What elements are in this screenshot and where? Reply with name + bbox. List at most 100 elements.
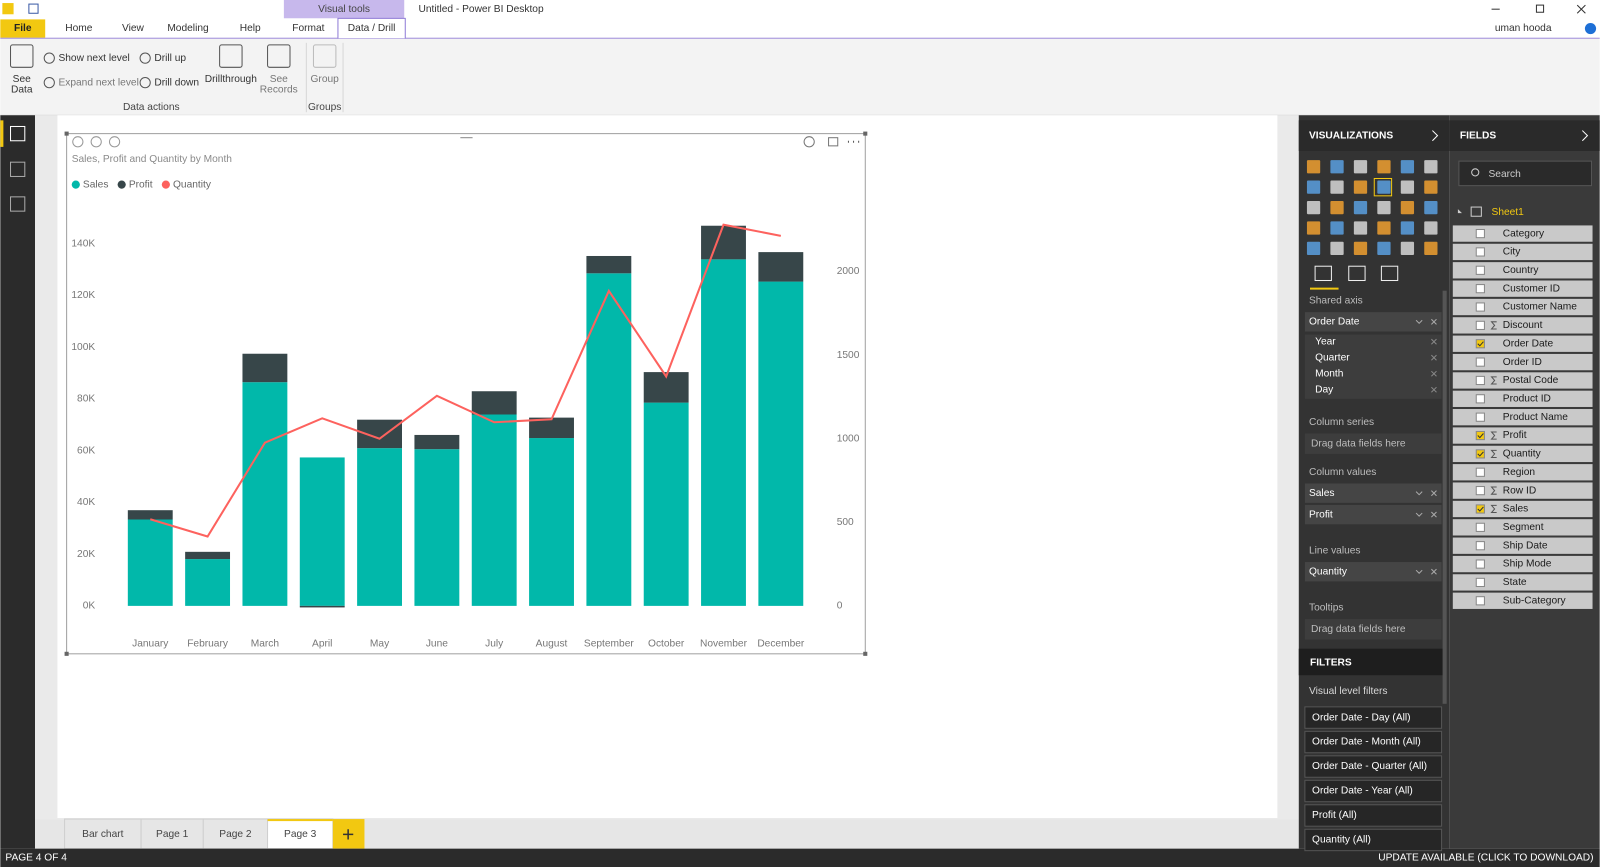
well-field-menu[interactable] <box>1415 491 1423 496</box>
ribbon-button[interactable]: Expand next level <box>58 77 138 88</box>
search-placeholder[interactable]: Search <box>1488 169 1520 180</box>
viz-icon[interactable] <box>1400 180 1415 194</box>
field-checkbox[interactable] <box>1475 247 1485 257</box>
hierarchy-remove[interactable] <box>1431 338 1437 345</box>
well-field-remove[interactable] <box>1431 490 1437 497</box>
well-field-menu[interactable] <box>1415 319 1423 325</box>
field-row[interactable] <box>1452 555 1593 573</box>
ribbon-tab[interactable]: View <box>122 23 145 34</box>
viz-icon[interactable] <box>1306 241 1321 255</box>
viz-icon[interactable] <box>1330 200 1344 215</box>
viz-icon[interactable] <box>1353 200 1368 215</box>
ribbon-tab[interactable]: Modeling <box>167 23 209 34</box>
field-name[interactable]: State <box>1503 577 1527 588</box>
field-row[interactable] <box>1452 519 1593 536</box>
field-name[interactable]: Product Name <box>1503 412 1568 423</box>
field-row[interactable] <box>1452 280 1593 297</box>
field-name[interactable]: Sub-Category <box>1503 595 1567 606</box>
field-checkbox[interactable] <box>1475 467 1485 477</box>
viz-icon[interactable] <box>1377 241 1391 255</box>
field-name[interactable]: Customer ID <box>1503 283 1560 294</box>
field-row[interactable] <box>1452 262 1593 279</box>
field-row[interactable] <box>1452 592 1593 609</box>
visual-header-icon[interactable] <box>803 136 815 148</box>
field-row[interactable] <box>1452 427 1593 444</box>
ribbon-button[interactable]: Drillthrough <box>205 74 257 85</box>
field-checkbox[interactable] <box>1475 339 1485 349</box>
nav-icon[interactable] <box>10 196 26 212</box>
filter-name[interactable]: Order Date - Year (All) <box>1312 786 1413 797</box>
field-checkbox[interactable] <box>1475 228 1485 239</box>
collapse[interactable] <box>1432 130 1439 142</box>
field-checkbox[interactable] <box>1475 412 1485 422</box>
ribbon-tab[interactable]: Home <box>65 23 93 34</box>
field-checkbox[interactable] <box>1475 596 1485 606</box>
filter-card[interactable] <box>1304 730 1443 754</box>
viz-icon[interactable] <box>1353 241 1368 255</box>
filter-name[interactable]: Order Date - Day (All) <box>1312 712 1410 723</box>
hierarchy-remove[interactable] <box>1431 354 1437 361</box>
ribbon-button[interactable]: Group <box>311 74 340 85</box>
field-row[interactable] <box>1452 445 1593 463</box>
viz-icon[interactable] <box>1377 160 1391 174</box>
field-checkbox[interactable] <box>1475 504 1485 514</box>
well-field[interactable] <box>1304 562 1442 582</box>
field-checkbox[interactable] <box>1475 430 1485 441</box>
hierarchy-level[interactable]: Day <box>1315 384 1334 395</box>
viz-icon[interactable] <box>1353 180 1368 194</box>
table-name[interactable]: Sheet1 <box>1492 207 1525 218</box>
well-field-menu[interactable] <box>1415 512 1423 517</box>
viz-icon[interactable] <box>1353 160 1368 174</box>
viz-icon[interactable] <box>1400 241 1415 255</box>
hierarchy-level[interactable]: Month <box>1315 368 1343 379</box>
filter-name[interactable]: Order Date - Quarter (All) <box>1312 761 1427 772</box>
filter-name[interactable]: Quantity (All) <box>1312 835 1371 846</box>
viz-icon[interactable] <box>1330 221 1344 235</box>
field-row[interactable] <box>1452 574 1593 591</box>
field-name[interactable]: Order ID <box>1503 357 1542 368</box>
field-checkbox[interactable] <box>1475 284 1485 294</box>
filter-card[interactable] <box>1304 828 1443 852</box>
field-name[interactable]: Product ID <box>1503 394 1551 405</box>
viz-icon[interactable] <box>1424 241 1438 255</box>
filter-card[interactable] <box>1304 706 1443 729</box>
ribbon-button[interactable]: See <box>270 74 288 85</box>
field-row[interactable] <box>1452 500 1593 518</box>
field-checkbox[interactable] <box>1475 320 1485 330</box>
viz-icon[interactable] <box>1424 200 1438 215</box>
well-field-name[interactable]: Order Date <box>1309 316 1360 327</box>
page-tab-label[interactable]: Page 2 <box>219 829 252 840</box>
field-name[interactable]: City <box>1503 247 1521 258</box>
ribbon-button[interactable]: See <box>13 74 31 85</box>
field-name[interactable]: Customer Name <box>1503 302 1577 313</box>
well-field-menu[interactable] <box>1415 569 1423 574</box>
field-name[interactable]: Segment <box>1503 522 1544 533</box>
field-name[interactable]: Postal Code <box>1503 375 1559 386</box>
field-checkbox[interactable] <box>1475 302 1485 312</box>
viz-icon[interactable] <box>1330 241 1344 255</box>
field-checkbox[interactable] <box>1475 522 1485 532</box>
filter-card[interactable] <box>1304 779 1443 803</box>
field-name[interactable]: Discount <box>1503 320 1543 331</box>
field-name[interactable]: Ship Date <box>1503 540 1548 551</box>
page-tab[interactable] <box>202 818 269 850</box>
ribbon-button[interactable]: Drill down <box>154 77 199 88</box>
nav-icon[interactable] <box>10 125 26 142</box>
search-box[interactable] <box>1458 160 1593 187</box>
field-row[interactable] <box>1452 409 1593 426</box>
field-row[interactable] <box>1452 243 1593 261</box>
viz-icon[interactable] <box>1353 221 1368 235</box>
filter-card[interactable] <box>1304 804 1443 827</box>
ribbon-button[interactable]: Drill up <box>154 53 186 64</box>
field-name[interactable]: Order Date <box>1503 338 1554 349</box>
drop-zone[interactable] <box>1304 433 1442 454</box>
viz-icon[interactable] <box>1400 221 1415 235</box>
page-tab-label[interactable]: Page 1 <box>156 829 189 840</box>
viz-icon[interactable] <box>1377 221 1391 235</box>
viz-icon[interactable] <box>1306 200 1321 215</box>
viz-icon[interactable] <box>1306 221 1321 235</box>
hierarchy-remove[interactable] <box>1431 386 1437 393</box>
hierarchy-remove[interactable] <box>1431 370 1437 377</box>
field-name[interactable]: Category <box>1503 228 1545 239</box>
well-field[interactable] <box>1304 504 1442 525</box>
